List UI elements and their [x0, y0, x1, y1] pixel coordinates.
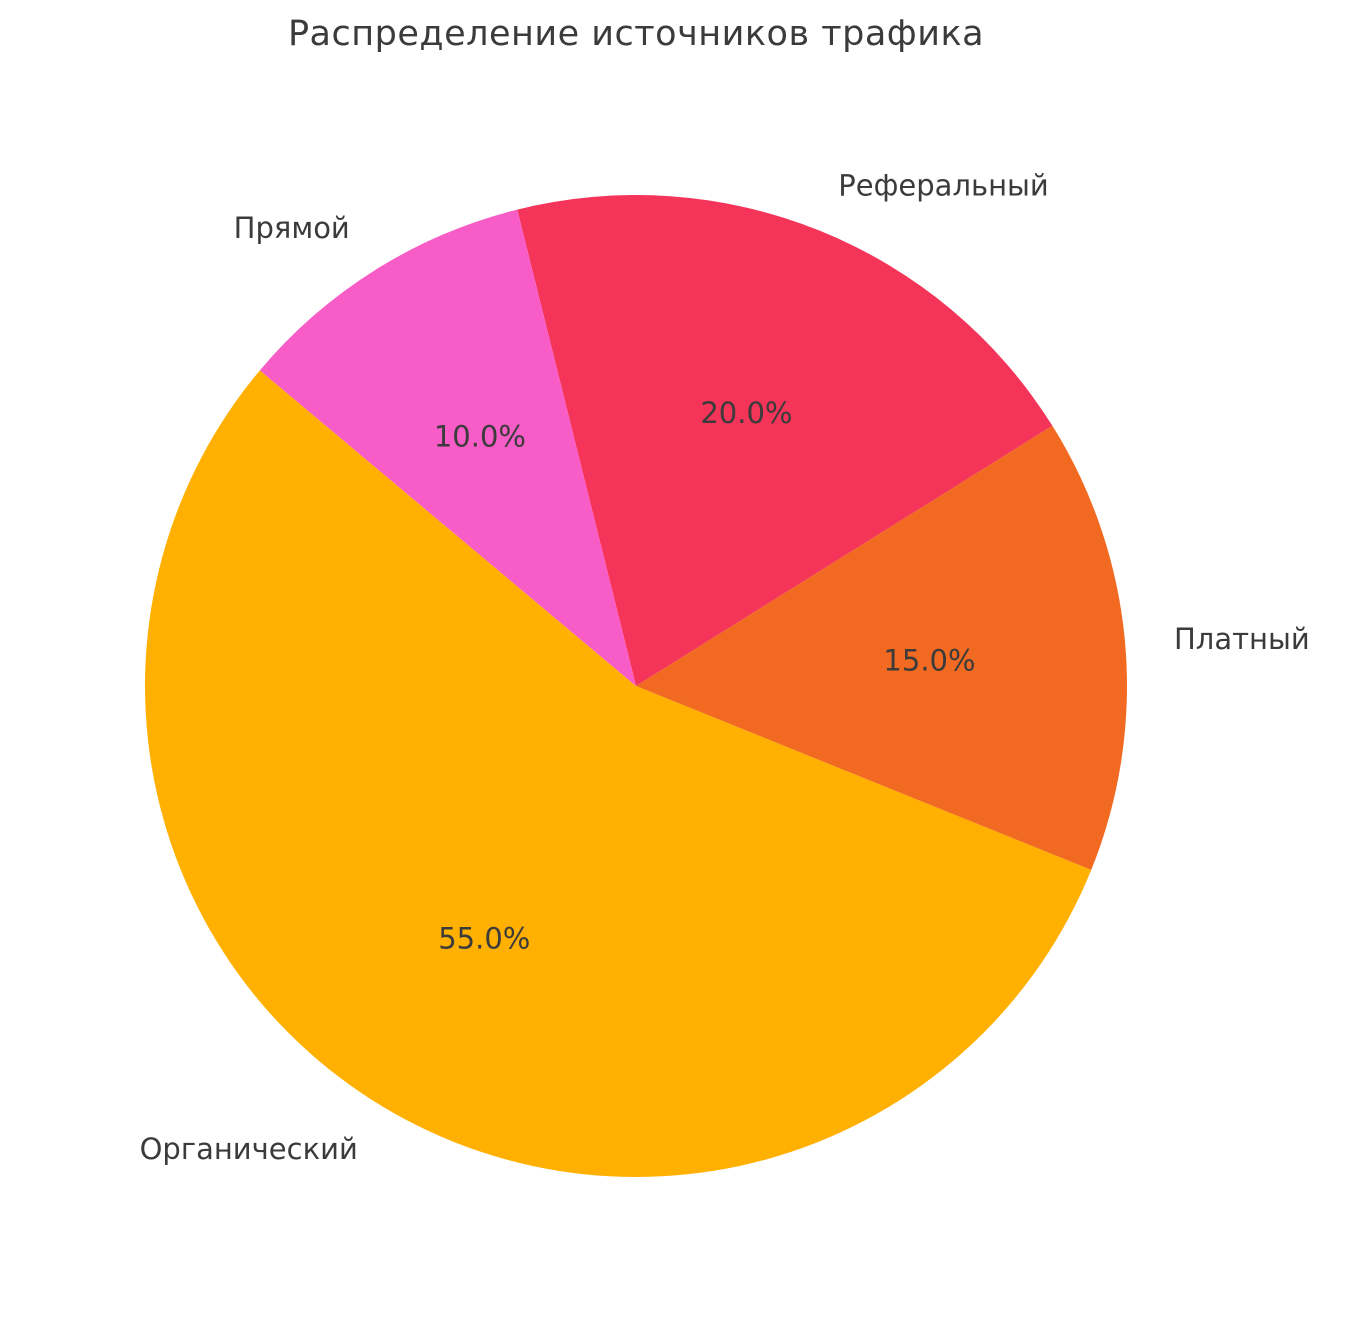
- pie-slice-3: [517, 194, 1053, 687]
- pie-slice-1: [145, 370, 1092, 1177]
- pie-category-label: Органический: [140, 1132, 358, 1166]
- chart-title: Распределение источников трафика: [287, 14, 985, 54]
- pie-category-label: Реферальный: [838, 168, 1048, 202]
- pie-slice-4: [259, 209, 636, 686]
- pie-pct-label: 15.0%: [883, 643, 975, 677]
- pie-pct-label: 20.0%: [700, 396, 792, 430]
- pie-slice-2: [636, 425, 1128, 870]
- pie-pct-label: 10.0%: [434, 419, 526, 453]
- pie-category-label: Прямой: [234, 211, 350, 245]
- pie-category-label: Платный: [1174, 622, 1310, 656]
- pie-pct-label: 55.0%: [438, 922, 530, 956]
